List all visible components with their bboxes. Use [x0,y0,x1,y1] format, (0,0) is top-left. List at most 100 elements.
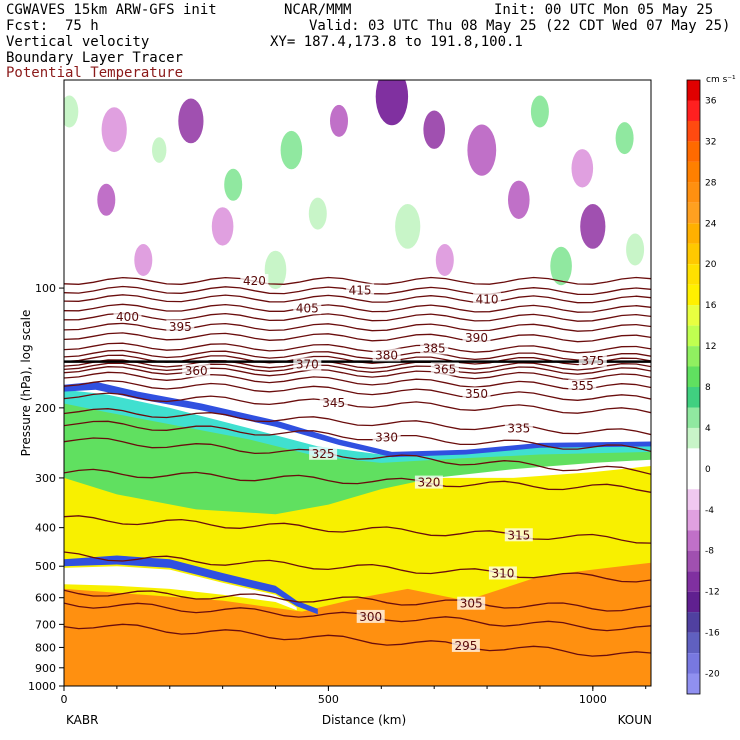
wave-blob [615,122,634,155]
isentrope-label: 380 [375,348,398,362]
colorbar-label: 28 [705,178,717,188]
isentrope-label: 330 [375,431,398,445]
isentrope-label: 355 [571,379,594,393]
colorbar-label: 20 [705,260,717,270]
wave-blob [550,246,572,286]
isentrope-label: 385 [423,342,446,356]
wave-blob [395,204,421,249]
isentrope-label-bg [420,341,449,355]
colorbar-swatch [687,100,700,121]
isentrope-line [64,589,651,612]
isentrope-label: 315 [507,528,530,542]
colorbar-label: 36 [705,97,717,107]
forecast-hour: Fcst: 75 h [6,18,99,34]
colorbar-swatch [687,653,700,674]
wave-blob [134,244,153,276]
wave-blob [64,95,79,128]
isentrope-label-bg [113,309,142,323]
wave-blob [308,197,327,230]
isentrope-label-bg [462,330,491,344]
field-band-blue [64,381,651,458]
wave-blob [467,124,497,176]
y-tick-label: 600 [35,592,56,605]
potential-temperature-labels: 295 300 305 310 315 320 325 330 335 345 350 355 360 3… [113,274,607,653]
isentrope-line [64,332,651,343]
organization-label: NCAR/MMM [284,2,352,18]
isentrope-line [64,359,651,371]
isentrope-label: 350 [465,387,488,401]
init-time: Init: 00 UTC Mon 05 May 25 [494,2,714,18]
x-axis-title: Distance (km) [322,713,406,727]
colorbar-label: 24 [705,219,717,229]
colorbar-label: 0 [705,465,711,475]
colorbar-swatch [687,448,700,469]
isentrope-label: 410 [476,292,499,306]
isentrope-label: 295 [454,639,477,653]
colorbar-swatch [687,264,700,285]
colorbar-swatch [687,243,700,265]
isentrope-label: 395 [169,320,192,334]
isentrope-line [64,392,651,414]
y-tick-label: 800 [35,641,56,654]
colorbar-swatch [687,305,700,326]
colorbar-swatch [687,346,700,367]
colorbar-swatch [687,366,700,387]
wave-blob [626,233,645,266]
colorbar-label: -8 [705,547,714,557]
isentrope-label-bg [473,292,502,306]
field-potential-temperature: Potential Temperature [6,65,184,81]
colorbar-swatch [687,120,700,142]
isentrope-line [64,303,651,313]
isentrope-label: 345 [322,396,345,410]
isentrope-label: 300 [359,610,382,624]
cross-section-endpoints: XY= 187.4,173.8 to 191.8,100.1 [270,34,523,50]
y-tick-label: 300 [35,472,56,485]
colorbar-frame [686,79,701,695]
colorbar-swatch [687,80,700,101]
isentrope-label-bg [372,430,401,444]
model-title: CGWAVES 15km ARW-GFS init [6,2,217,18]
isentrope-label: 335 [507,421,530,435]
isentrope-label-bg [504,528,533,542]
colorbar-swatch [687,571,700,592]
y-axis-title: Pressure (hPa), log scale [19,310,33,457]
left-endpoint-label: KABR [66,713,98,727]
wave-blob [375,80,409,126]
wave-blob [97,183,116,216]
isentrope-label-bg [293,301,322,315]
colorbar-swatch [687,387,700,408]
wave-blob [280,130,303,170]
isentrope-line [64,437,651,475]
colorbar-swatch [687,325,700,347]
colorbar-label: -20 [705,670,720,680]
colorbar-swatch [687,612,700,633]
valid-time: Valid: 03 UTC Thu 08 May 25 (22 CDT Wed … [309,18,731,34]
wave-blob [330,104,348,137]
isentrope-label-bg [451,638,480,652]
isentrope-label-bg [457,596,486,610]
field-vertical-velocity: Vertical velocity [6,34,150,50]
isentrope-label-bg [309,446,338,460]
wave-blob [423,110,446,149]
y-tick-label: 1000 [28,680,56,693]
right-endpoint-label: KOUN [618,713,652,727]
colorbar-swatch [687,161,700,183]
isentrope-label: 320 [417,476,440,490]
isentrope-line [64,408,651,436]
isentrope-line [64,380,651,401]
wave-blob [435,244,454,276]
isentrope-line [64,515,651,544]
colorbar-swatch [687,509,700,531]
isentrope-line [64,322,651,332]
colorbar-unit: cm s⁻¹ [706,75,736,85]
isentrope-label: 305 [460,597,483,611]
y-axis: 100 200 300 400 500 600 700 800 900 1000 [28,282,64,693]
wave-blob [101,107,127,153]
isentrope-line [64,468,651,493]
isentrope-label: 405 [296,301,319,315]
colorbar-swatch [687,530,700,551]
wave-blob [264,250,287,290]
colorbar-swatch [687,550,700,572]
isentrope-label-bg [346,283,375,297]
isentrope-label-bg [240,274,269,287]
